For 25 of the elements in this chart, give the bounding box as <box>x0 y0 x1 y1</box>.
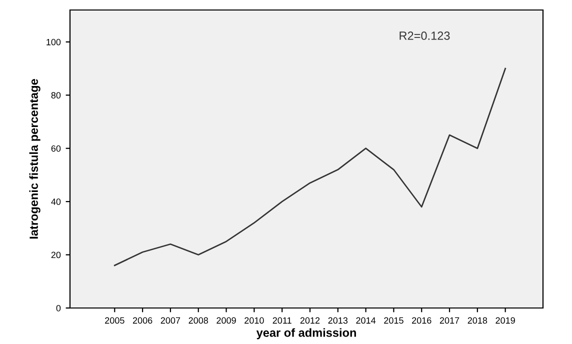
x-axis-title: year of admission <box>256 328 356 340</box>
x-tick-label: 2011 <box>272 317 292 324</box>
x-tick-label: 2005 <box>105 317 124 324</box>
y-tick-label: 80 <box>51 92 61 99</box>
x-tick-label: 2012 <box>300 317 320 324</box>
x-tick-label: 2017 <box>440 317 460 324</box>
x-tick-label: 2019 <box>496 317 515 324</box>
y-tick-label: 0 <box>56 304 61 312</box>
annotation: R2=0.123 <box>400 32 450 40</box>
x-tick-label: 2007 <box>160 317 180 324</box>
x-tick-label: 2009 <box>216 317 236 324</box>
y-axis-title: Iatrogenic fistula percentage <box>29 79 40 239</box>
x-tick-label: 2016 <box>412 317 432 324</box>
x-tick-label: 2013 <box>328 317 348 324</box>
y-tick-label: 20 <box>51 252 61 258</box>
line-series <box>114 68 506 266</box>
x-tick-label: 2015 <box>384 317 404 324</box>
x-tick-label: 2018 <box>468 317 488 324</box>
x-tick-label: 2010 <box>244 317 264 324</box>
x-tick-label: 2008 <box>188 317 208 324</box>
y-tick-label: 100 <box>46 38 61 46</box>
x-tick-label: 2006 <box>132 317 152 324</box>
x-tick-label: 2014 <box>356 317 376 324</box>
y-tick-label: 40 <box>51 198 61 205</box>
y-tick-label: 60 <box>51 145 61 152</box>
